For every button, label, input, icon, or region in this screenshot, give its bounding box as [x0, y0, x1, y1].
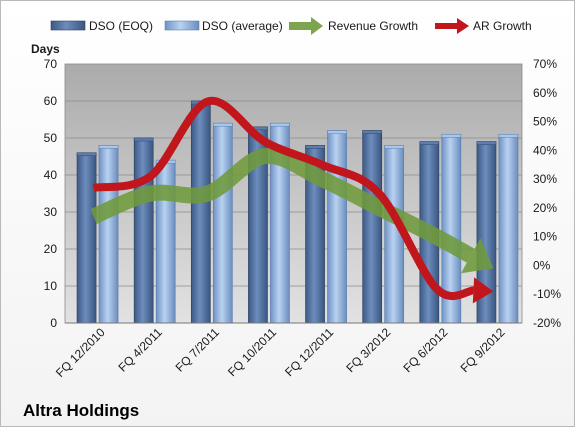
bar — [155, 159, 176, 324]
bar — [248, 126, 268, 324]
x-tick-label: FQ 10/2011 — [225, 325, 279, 379]
y2-tick-label: 70% — [533, 57, 557, 71]
bar — [190, 100, 211, 324]
legend-arrow-ar-growth — [435, 18, 469, 34]
bar — [212, 122, 233, 324]
legend-item-dso-average: DSO (average) — [164, 19, 283, 33]
y2-tick-label: 20% — [533, 201, 557, 215]
y-tick-label: 10 — [44, 279, 58, 293]
legend-label-revenue-growth: Revenue Growth — [328, 19, 418, 33]
y2-tick-label: -20% — [533, 316, 561, 330]
legend-item-dso-eoq: DSO (EOQ) — [50, 19, 153, 33]
legend-label-dso-average: DSO (average) — [202, 19, 283, 33]
legend: DSO (EOQ) DSO (average) Revenue Growth A… — [50, 17, 532, 35]
growth-lines — [90, 96, 494, 304]
y-tick-label: 30 — [44, 205, 58, 219]
legend-label-ar-growth: AR Growth — [473, 19, 532, 33]
legend-swatch-dso-average — [164, 20, 200, 31]
revenue-growth-line — [90, 147, 494, 274]
x-tick-label: FQ 9/2012 — [458, 325, 508, 375]
y2-tick-label: 60% — [533, 86, 557, 100]
company-name: Altra Holdings — [23, 401, 139, 420]
ar-growth-line — [92, 96, 494, 304]
x-tick-label: FQ 3/2012 — [343, 325, 393, 375]
legend-swatch-dso-eoq — [50, 20, 86, 31]
legend-item-revenue-growth: Revenue Growth — [289, 17, 418, 35]
legend-label-dso-eoq: DSO (EOQ) — [89, 19, 153, 33]
bar — [362, 130, 383, 324]
y-axis-title: Days — [31, 42, 60, 56]
y2-tick-label: -10% — [533, 287, 561, 301]
bar — [327, 130, 347, 324]
y2-tick-label: 0% — [533, 258, 551, 272]
y-tick-label: 50 — [44, 131, 58, 145]
y-tick-label: 0 — [50, 316, 57, 330]
arrowhead — [472, 277, 494, 304]
y2-tick-label: 30% — [533, 172, 557, 186]
x-tick-label: FQ 4/2011 — [115, 325, 165, 375]
x-tick-label: FQ 12/2010 — [53, 325, 108, 380]
arrowhead — [461, 238, 494, 274]
bar — [76, 152, 97, 324]
y2-tick-label: 10% — [533, 230, 557, 244]
x-tick-label: FQ 12/2011 — [282, 325, 336, 379]
y-tick-label: 40 — [44, 168, 58, 182]
x-tick-label: FQ 6/2012 — [400, 325, 450, 375]
bar — [498, 133, 519, 324]
x-tick-label: FQ 7/2011 — [173, 325, 223, 375]
y2-tick-label: 50% — [533, 115, 557, 129]
bar — [305, 145, 325, 324]
y-tick-label: 20 — [44, 242, 58, 256]
bar — [133, 137, 154, 324]
y-tick-label: 60 — [44, 94, 58, 108]
legend-item-ar-growth: AR Growth — [435, 18, 532, 34]
y-tick-label: 70 — [44, 57, 58, 71]
y2-tick-label: 40% — [533, 143, 557, 157]
bar — [98, 145, 119, 324]
legend-arrow-revenue-growth — [289, 17, 323, 35]
